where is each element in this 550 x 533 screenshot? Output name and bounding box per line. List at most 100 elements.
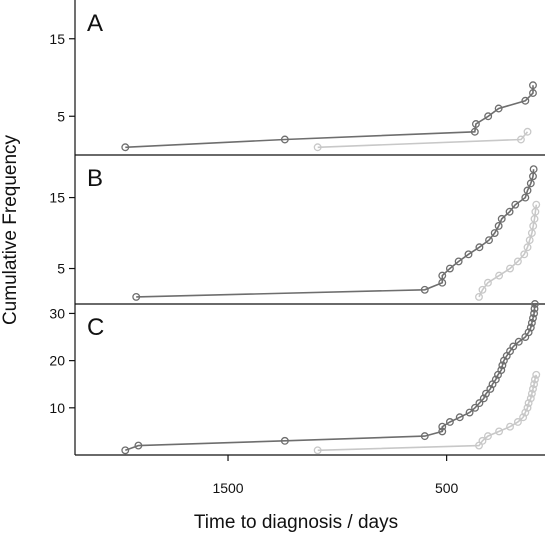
panel-b-series-dark-point (511, 200, 520, 209)
panel-c-series-dark-point (445, 418, 454, 426)
panel-b-series-dark-point (438, 271, 447, 280)
panel-a-y-tick-label: 5 (57, 108, 65, 124)
panel-b-series-light-point (520, 250, 529, 259)
panel-a-series-light-point (517, 135, 525, 144)
panel-a-series-dark-point (521, 96, 530, 105)
panel-c-series-light-point (530, 380, 539, 389)
panel-c-series-dark-point (420, 432, 429, 441)
panel-a-series-light-point (313, 143, 322, 152)
panel-c-series-dark-point (465, 408, 474, 417)
panel-c-series-light-point (495, 427, 504, 436)
panel-c-series-dark-point (530, 300, 539, 308)
panel-c-series-dark-point (134, 441, 143, 450)
panel-a-series-dark-point (529, 81, 537, 90)
panel-a-series-dark-line (125, 85, 534, 149)
panel-c-series-light-point (483, 432, 492, 441)
panel-b-series-light-point (532, 200, 541, 209)
panel-c-series-dark-point (471, 403, 479, 412)
panel-c-series-dark-point (121, 446, 130, 455)
panel-c-series-dark-point (530, 309, 539, 318)
x-tick-label: 500 (435, 480, 459, 496)
panel-b-series-dark-point (464, 250, 473, 259)
panel-c-series-light-point (524, 399, 533, 408)
panel-a-series-dark-point (529, 89, 537, 97)
panel-c-series-dark-point (498, 361, 507, 370)
panel-b-y-tick-label: 15 (49, 190, 65, 206)
panel-c-series-dark-point (280, 436, 289, 445)
panel-b-series-light-point (478, 285, 487, 294)
panel-b-series-light-point (513, 257, 522, 266)
panel-b-series-light-point (495, 271, 504, 280)
panel-b-series-dark-point (445, 264, 454, 273)
panel-b-series-dark-point (521, 193, 530, 202)
panel-c-series-dark-point (530, 304, 539, 313)
x-tick-label: 1500 (212, 480, 243, 496)
panel-c-series-dark-point (491, 375, 500, 384)
panel-b-series-dark-point (420, 285, 429, 294)
panel-b-y-tick-label: 5 (57, 261, 65, 277)
panel-b-series-dark-point (485, 236, 493, 245)
panel-b-series-light-point (483, 278, 492, 287)
panel-b-series-dark-point (454, 257, 463, 266)
panel-b-series-dark-point (497, 214, 506, 223)
panel-c-y-tick-label: 20 (49, 353, 65, 369)
panel-b-series-dark-line (136, 169, 535, 298)
panel-c-series-dark-point (438, 422, 447, 431)
panel-c-series-light-point (513, 418, 522, 426)
panel-a-series-dark-point (484, 112, 493, 121)
panel-c-series-light-point (527, 389, 536, 398)
panel-c-series-dark-line (125, 303, 536, 452)
panel-c-series-light-point (506, 422, 514, 431)
panel-c-series-dark-point (479, 394, 488, 403)
panel-c-series-dark-point (526, 323, 535, 332)
panel-a-series-dark-point (471, 120, 480, 128)
panel-c-y-tick-label: 10 (49, 400, 65, 416)
panel-b-series-light-point (475, 292, 483, 301)
panel-b-series-light-point (506, 264, 514, 273)
y-axis-title: Cumulative Frequency (0, 134, 21, 325)
panel-c-series-light-point (521, 408, 530, 417)
panel-a-series-dark-point (121, 143, 130, 152)
panel-b-series-dark-point (490, 229, 499, 237)
panel-c-y-tick-label: 30 (49, 305, 65, 321)
panel-b-series-light-point (523, 243, 532, 252)
panel-c-series-light-point (529, 384, 537, 393)
panel-a-series-dark-point (470, 127, 479, 136)
panel-c-label: C (87, 314, 104, 341)
panel-c-series-dark-point (514, 337, 523, 346)
panel-a-series-dark-point (494, 104, 503, 113)
panel-c-series-dark-point (455, 413, 464, 422)
panel-c-series-dark-point (486, 384, 495, 393)
panel-b-series-dark-point (529, 165, 538, 174)
panel-b-series-dark-point (475, 243, 484, 252)
panel-c-series-dark-point (475, 399, 484, 408)
panel-a-y-tick-label: 15 (49, 31, 65, 47)
panel-c-series-light-point (313, 446, 322, 455)
panel-b-label: B (87, 165, 103, 192)
panel-c-series-light-point (523, 403, 532, 412)
panel-a-series-light-point (523, 127, 532, 136)
panel-c-series-dark-point (497, 366, 506, 375)
panel-b-series-dark-point (494, 222, 503, 230)
panel-b-series-light-point (529, 222, 538, 230)
x-axis-title: Time to diagnosis / days (194, 512, 398, 533)
panel-b-series-dark-point (523, 186, 532, 195)
panel-b-series-dark-point (505, 207, 514, 216)
panel-b-series-light-point (525, 236, 534, 245)
panel-c-series-dark-point (527, 318, 536, 327)
panel-c-series-light-point (532, 370, 541, 379)
panel-c-series-dark-point (529, 314, 537, 323)
panel-a-series-dark-point (280, 135, 289, 144)
panel-c-series-dark-point (438, 427, 447, 436)
panel-c-series-light-point (530, 375, 539, 384)
panel-c-series-light-point (519, 413, 528, 422)
panel-b-series-dark-point (132, 292, 141, 301)
panel-c-series-dark-point (524, 328, 533, 337)
panel-b-series-light-point (527, 229, 536, 237)
panel-c-series-dark-point (482, 389, 490, 398)
panel-c-series-light-point (478, 436, 487, 445)
panel-a-label: A (87, 10, 103, 37)
panel-c-series-light-point (526, 394, 535, 403)
panel-b-series-dark-point (526, 179, 535, 188)
